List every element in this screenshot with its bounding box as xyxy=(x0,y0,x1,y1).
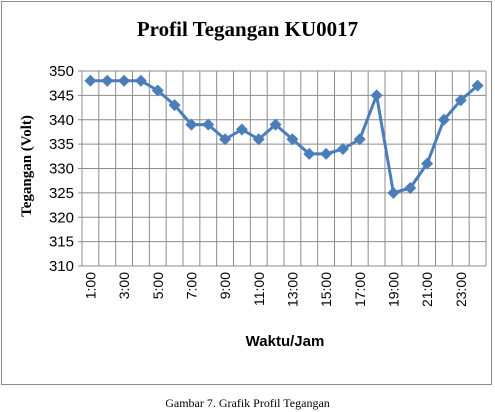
data-point xyxy=(320,147,333,160)
data-point xyxy=(151,84,164,97)
series-group xyxy=(84,74,484,199)
data-point xyxy=(134,74,147,87)
grid-lines xyxy=(82,70,487,266)
x-tick-label: 11:00 xyxy=(251,272,267,306)
data-point xyxy=(421,157,434,170)
chart-title: Profil Tegangan KU0017 xyxy=(136,17,359,41)
x-tick-label: 13:00 xyxy=(284,272,300,307)
x-tick-label: 9:00 xyxy=(217,272,233,299)
y-tick-label: 320 xyxy=(49,209,74,226)
data-point xyxy=(219,133,232,146)
x-tick-label: 19:00 xyxy=(385,272,401,307)
data-point xyxy=(353,133,366,146)
x-tick-label: 15:00 xyxy=(318,272,334,307)
data-point xyxy=(101,74,114,87)
data-point xyxy=(235,123,248,136)
x-axis-label: Waktu/Jam xyxy=(246,333,325,350)
x-tick-label: 17:00 xyxy=(352,272,368,307)
data-point xyxy=(303,147,316,160)
x-tick-label: 3:00 xyxy=(116,272,132,299)
data-point xyxy=(168,99,181,112)
data-point xyxy=(387,186,400,199)
data-point xyxy=(202,118,215,131)
x-tick-label: 7:00 xyxy=(183,272,199,299)
data-point xyxy=(118,74,131,87)
y-tick-label: 335 xyxy=(49,136,74,153)
data-point xyxy=(437,113,450,126)
y-tick-label: 340 xyxy=(49,112,74,129)
data-point xyxy=(269,118,282,131)
y-tick-label: 310 xyxy=(49,258,74,275)
x-tick-labels: 1:00 3:00 5:00 7:00 9:00 11:00 13:00 15:00 17:00… xyxy=(82,272,468,307)
x-tick-label: 23:00 xyxy=(453,272,469,307)
x-tick-label: 1:00 xyxy=(82,272,98,299)
line-chart: 310 315 320 325 330 335 340 345 350 1:00 3:00 5:00… xyxy=(19,63,487,350)
y-tick-label: 315 xyxy=(49,234,74,251)
data-point xyxy=(454,94,467,107)
data-point xyxy=(185,118,198,131)
data-point xyxy=(84,74,97,87)
x-tick-label: 5:00 xyxy=(150,272,166,299)
y-tick-label: 325 xyxy=(49,185,74,202)
y-tick-label: 345 xyxy=(49,87,74,104)
data-point xyxy=(404,182,417,194)
y-tick-label: 350 xyxy=(49,63,74,80)
data-point xyxy=(370,89,383,102)
data-point xyxy=(471,79,484,92)
figure-caption: Gambar 7. Grafik Profil Tegangan xyxy=(165,396,330,410)
data-point xyxy=(286,133,299,146)
y-tick-labels: 310 315 320 325 330 335 340 345 350 xyxy=(49,63,74,275)
data-point xyxy=(252,133,265,146)
x-tick-label: 21:00 xyxy=(419,272,435,307)
data-point xyxy=(336,143,349,155)
y-axis-label: Tegangan (Volt) xyxy=(19,115,35,217)
axes xyxy=(78,70,486,267)
y-tick-label: 330 xyxy=(49,161,74,178)
